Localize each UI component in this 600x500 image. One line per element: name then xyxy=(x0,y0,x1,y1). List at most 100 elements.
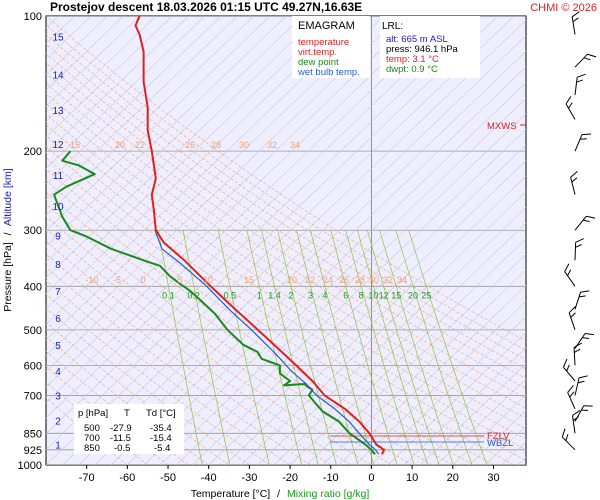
isotherm-line xyxy=(567,16,600,465)
isotherm-line xyxy=(46,16,189,154)
x-tick-label: -50 xyxy=(160,472,176,484)
emagram-legend: EMAGRAM temperature virt.temp. dew point… xyxy=(292,16,370,78)
table-header-t: T xyxy=(124,408,130,419)
wind-barb-flag xyxy=(580,138,587,140)
y-tick-label: 300 xyxy=(24,225,42,237)
adiabat-label: 34 xyxy=(397,275,407,285)
isotherm-line xyxy=(175,128,526,465)
x-tick-label: -40 xyxy=(201,472,217,484)
mixing-ratio-line xyxy=(345,230,415,465)
table-cell: -15.4 xyxy=(150,433,172,444)
wind-barb xyxy=(571,11,580,35)
adiabat-line xyxy=(46,62,526,389)
adiabat-label: 30 xyxy=(369,275,379,285)
lrl-dwpt: dwpt: 0.9 °C xyxy=(386,64,438,75)
adiabat-label: 20 xyxy=(115,140,125,150)
adiabat-line xyxy=(46,113,526,440)
x-axis-label-sep: / xyxy=(277,488,280,500)
isotherm-line xyxy=(46,16,450,403)
x-tick-label: 20 xyxy=(447,472,459,484)
grid-layer xyxy=(46,16,600,465)
wind-barb-flag xyxy=(578,295,586,298)
series-line-temperature xyxy=(134,16,385,455)
wind-barb-shaft xyxy=(574,405,585,422)
wind-barb-flag xyxy=(567,385,574,393)
wind-barb xyxy=(565,96,576,120)
x-axis-label: Temperature [°C] / Mixing ratio [g/kg] xyxy=(191,488,370,500)
isotherm-line xyxy=(46,16,254,216)
adiabat-label: 22 xyxy=(135,140,145,150)
altitude-tick-label: 10 xyxy=(52,202,64,213)
altitude-tick-label: 12 xyxy=(52,140,64,151)
wind-barb-shaft xyxy=(568,312,576,331)
isotherm-line xyxy=(403,347,526,465)
wind-barb xyxy=(574,73,586,96)
isotherm-line xyxy=(436,378,526,465)
wind-barb-shaft xyxy=(573,347,576,366)
wind-barb-flag xyxy=(571,11,580,18)
adiabat-line xyxy=(46,266,311,465)
y-tick-label: 100 xyxy=(24,11,42,23)
table-cell: 700 xyxy=(84,433,100,444)
mixing-ratio-line xyxy=(379,230,454,465)
wind-barb-shaft xyxy=(574,377,580,396)
altitude-tick-label: 4 xyxy=(55,367,61,378)
mixing-ratio-label: 10 xyxy=(368,290,378,300)
x-tick-label: -30 xyxy=(241,472,257,484)
x-tick-label: -20 xyxy=(282,472,298,484)
y-tick-label: 500 xyxy=(24,325,42,337)
mixing-ratio-label: 3 xyxy=(308,290,313,300)
y-tick-label: 925 xyxy=(24,445,42,457)
isotherm-line xyxy=(46,16,173,138)
wind-barb-shaft xyxy=(574,134,583,152)
isotherm-line xyxy=(354,300,526,465)
mixing-ratio-layer xyxy=(158,230,488,465)
mixing-ratio-line xyxy=(261,230,319,465)
wind-barb-shaft xyxy=(574,242,577,261)
wind-barb-flag xyxy=(581,409,589,411)
mixing-ratio-line xyxy=(217,230,270,465)
wind-barb xyxy=(574,405,593,422)
lrl-alt: alt: 665 m ASL xyxy=(386,34,448,45)
isotherm-line xyxy=(46,16,140,107)
wind-barb-flag xyxy=(568,306,576,314)
wind-barb-shaft xyxy=(571,415,576,434)
table-cell: 500 xyxy=(84,423,100,434)
isotherm-line xyxy=(127,82,526,465)
wind-barb-flag xyxy=(577,73,586,78)
isotherm-line xyxy=(46,16,352,310)
wind-barb-flag xyxy=(580,290,590,293)
adiabat-label: 26 xyxy=(185,140,195,150)
legend-title: EMAGRAM xyxy=(298,20,355,32)
mixing-ratio-line xyxy=(182,230,231,465)
altitude-tick-label: 2 xyxy=(55,416,61,427)
wind-barb-flag xyxy=(565,434,569,441)
isotherm-line xyxy=(46,16,466,419)
adiabat-label: 26 xyxy=(339,275,349,285)
mxws-label: MXWS xyxy=(487,121,517,132)
wind-barb-flag xyxy=(564,263,570,272)
mixing-ratio-line xyxy=(330,230,398,465)
isotherm-line xyxy=(46,16,222,185)
chart-title: Prostejov descent 18.03.2026 01:15 UTC 4… xyxy=(50,0,362,14)
wind-barb-shaft xyxy=(574,292,582,310)
mixing-ratio-line xyxy=(158,230,203,465)
isotherm-line xyxy=(257,207,526,465)
wind-barb-shaft xyxy=(574,333,586,349)
wind-barb xyxy=(567,385,576,410)
mixing-ratio-line xyxy=(246,230,303,465)
wind-barb-flag xyxy=(572,17,579,23)
mixing-ratio-label: 1.4 xyxy=(268,290,281,300)
table-cell: -0.5 xyxy=(114,443,130,454)
mixing-ratio-label: 0.1 xyxy=(162,290,175,300)
copyright-link[interactable]: CHMI © 2026 xyxy=(530,2,597,14)
isotherm-line xyxy=(78,35,526,465)
wind-barb xyxy=(564,263,576,287)
y-tick-label: 400 xyxy=(24,281,42,293)
adiabat-line xyxy=(46,103,526,430)
wind-barb-flag xyxy=(582,133,591,136)
y-axis-label-pressure: Pressure [hPa] xyxy=(2,242,14,312)
mixing-ratio-label: 0.5 xyxy=(224,290,237,300)
adiabat-line xyxy=(46,307,250,465)
